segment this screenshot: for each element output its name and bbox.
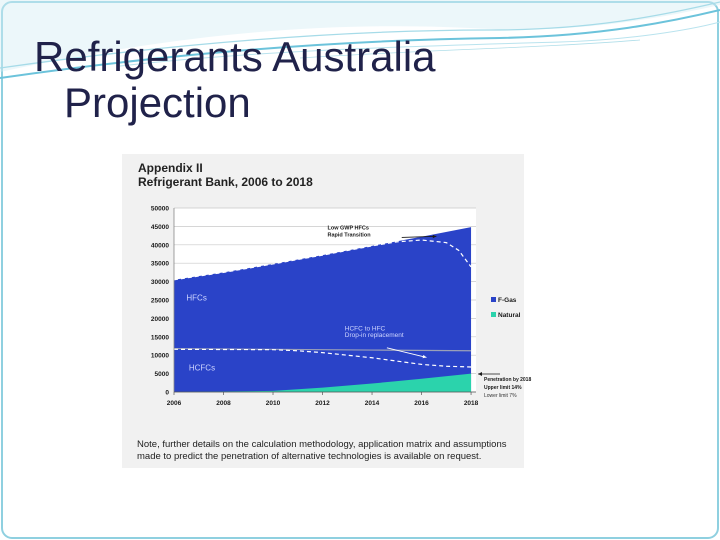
legend-label: Natural xyxy=(498,312,521,319)
penetration-annotation: Penetration by 2018 Upper limit 14% Lower … xyxy=(478,372,531,399)
chart-figure-title-line-1: Appendix II xyxy=(138,161,203,175)
area-label: Rapid Transition xyxy=(327,233,371,239)
penetration-line-3: Lower limit 7% xyxy=(484,393,517,399)
overlay-line-1 xyxy=(173,239,472,281)
slide-title-line-1: Refrigerants Australia xyxy=(34,33,436,80)
y-tick-label: 5000 xyxy=(155,371,170,378)
x-tick-label: 2018 xyxy=(464,400,479,407)
y-tick-label: 0 xyxy=(165,390,169,397)
arrow-head xyxy=(432,234,437,239)
area-label: Drop-in replacement xyxy=(345,332,404,339)
y-tick-label: 25000 xyxy=(151,298,169,305)
area-label: HFCs xyxy=(186,293,206,302)
chart-footnote-line-2: made to predict the penetration of alter… xyxy=(137,451,482,462)
x-tick-label: 2010 xyxy=(266,400,281,407)
x-tick-label: 2012 xyxy=(315,400,330,407)
slide-title: Refrigerants Australia Projection xyxy=(34,34,436,126)
legend-swatch xyxy=(491,297,496,302)
chart-footnote: Note, further details on the calculation… xyxy=(137,439,527,463)
penetration-arrowhead xyxy=(478,372,482,376)
y-tick-label: 40000 xyxy=(151,242,169,249)
chart-figure-title-line-2: Refrigerant Bank, 2006 to 2018 xyxy=(138,175,313,189)
y-tick-label: 10000 xyxy=(151,353,169,360)
area-label: HCFCs xyxy=(189,363,215,372)
x-axis: 2006 2008 2010 2012 2014 2016 2018 xyxy=(167,391,479,407)
y-tick-label: 45000 xyxy=(151,224,169,231)
annotation-arrows xyxy=(386,234,437,359)
arrow-shaft xyxy=(386,347,427,358)
arrow-shaft xyxy=(401,235,437,238)
x-tick-label: 2006 xyxy=(167,400,182,407)
y-axis: 0 5000 10000 15000 20000 25000 30000 35000 40000… xyxy=(151,206,175,397)
overlay-line-3 xyxy=(173,348,472,368)
y-tick-label: 35000 xyxy=(151,261,169,268)
x-tick-label: 2014 xyxy=(365,400,380,407)
y-tick-label: 50000 xyxy=(151,206,169,213)
x-tick-label: 2008 xyxy=(216,400,231,407)
y-tick-label: 30000 xyxy=(151,279,169,286)
chart-legend: F-Gas Natural xyxy=(491,297,521,319)
chart-figure-title: Appendix II Refrigerant Bank, 2006 to 20… xyxy=(138,161,313,189)
area-label: HCFC to HFC xyxy=(345,326,386,333)
area-label: Low GWP HFCs xyxy=(327,226,368,232)
legend-swatch xyxy=(491,312,496,317)
chart-footnote-line-1: Note, further details on the calculation… xyxy=(137,439,507,450)
penetration-line-1: Penetration by 2018 xyxy=(484,377,531,383)
arrow-head xyxy=(422,354,427,359)
slide-title-line-2: Projection xyxy=(64,79,251,126)
overlay-lines xyxy=(173,239,472,368)
y-tick-label: 20000 xyxy=(151,316,169,323)
y-tick-label: 15000 xyxy=(151,334,169,341)
area-natural xyxy=(174,373,472,392)
x-tick-label: 2016 xyxy=(414,400,429,407)
legend-label: F-Gas xyxy=(498,297,517,304)
penetration-line-2: Upper limit 14% xyxy=(484,385,522,391)
